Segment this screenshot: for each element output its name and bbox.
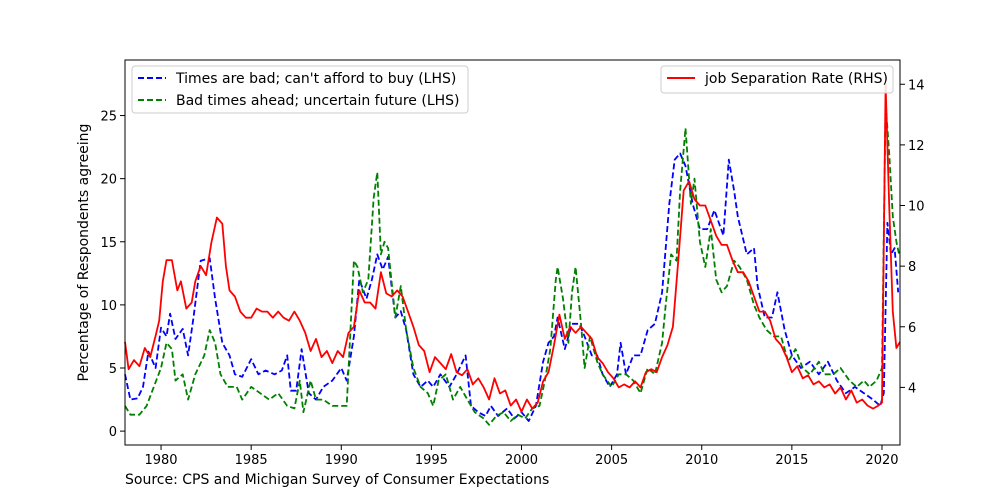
y-right-tick-label: 4 xyxy=(908,381,916,396)
y-left-tick-label: 10 xyxy=(100,299,117,314)
legend-label-job-separation: job Separation Rate (RHS) xyxy=(704,71,888,87)
x-tick-label: 1985 xyxy=(235,453,268,468)
y-left-tick-label: 0 xyxy=(109,425,117,440)
y-right-tick-label: 8 xyxy=(908,260,916,275)
legend-left-box xyxy=(131,65,469,114)
source-note: Source: CPS and Michigan Survey of Consu… xyxy=(125,472,549,488)
legend-left: Times are bad; can't afford to buy (LHS)… xyxy=(131,65,469,114)
y-axis-left: 0 5 10 15 20 25 xyxy=(100,110,125,440)
x-tick-label: 2015 xyxy=(775,453,808,468)
y-axis-right: 4 6 8 10 12 14 xyxy=(900,78,925,396)
x-tick-label: 1980 xyxy=(144,453,177,468)
x-axis: 1980 1985 1990 1995 2000 2005 2010 2015 2020 xyxy=(144,445,899,468)
legend-label-times-are-bad: Times are bad; can't afford to buy (LHS) xyxy=(175,71,456,87)
y-left-tick-label: 25 xyxy=(100,110,117,125)
y-left-tick-label: 20 xyxy=(100,173,117,188)
y-right-tick-label: 10 xyxy=(908,200,925,215)
x-tick-label: 2005 xyxy=(595,453,628,468)
x-tick-label: 2020 xyxy=(865,453,898,468)
x-tick-label: 1995 xyxy=(415,453,448,468)
plot-frame xyxy=(124,59,901,446)
y-right-tick-label: 14 xyxy=(908,78,925,93)
legend-label-bad-times-ahead: Bad times ahead; uncertain future (LHS) xyxy=(176,93,460,109)
series-line-1 xyxy=(124,152,900,422)
series-line-3 xyxy=(124,83,901,413)
x-tick-label: 1990 xyxy=(325,453,358,468)
x-tick-label: 2000 xyxy=(505,453,538,468)
legend-right: job Separation Rate (RHS) xyxy=(660,65,894,94)
y-right-tick-label: 6 xyxy=(908,321,916,336)
y-right-tick-label: 12 xyxy=(908,139,925,154)
legend-right-box xyxy=(660,65,894,94)
x-tick-label: 2010 xyxy=(685,453,718,468)
y-left-tick-label: 15 xyxy=(100,236,117,251)
y-left-tick-label: 5 xyxy=(109,362,117,377)
series-layer xyxy=(124,83,901,426)
y-axis-left-label: Percentage of Respondents agreeing xyxy=(76,124,92,382)
